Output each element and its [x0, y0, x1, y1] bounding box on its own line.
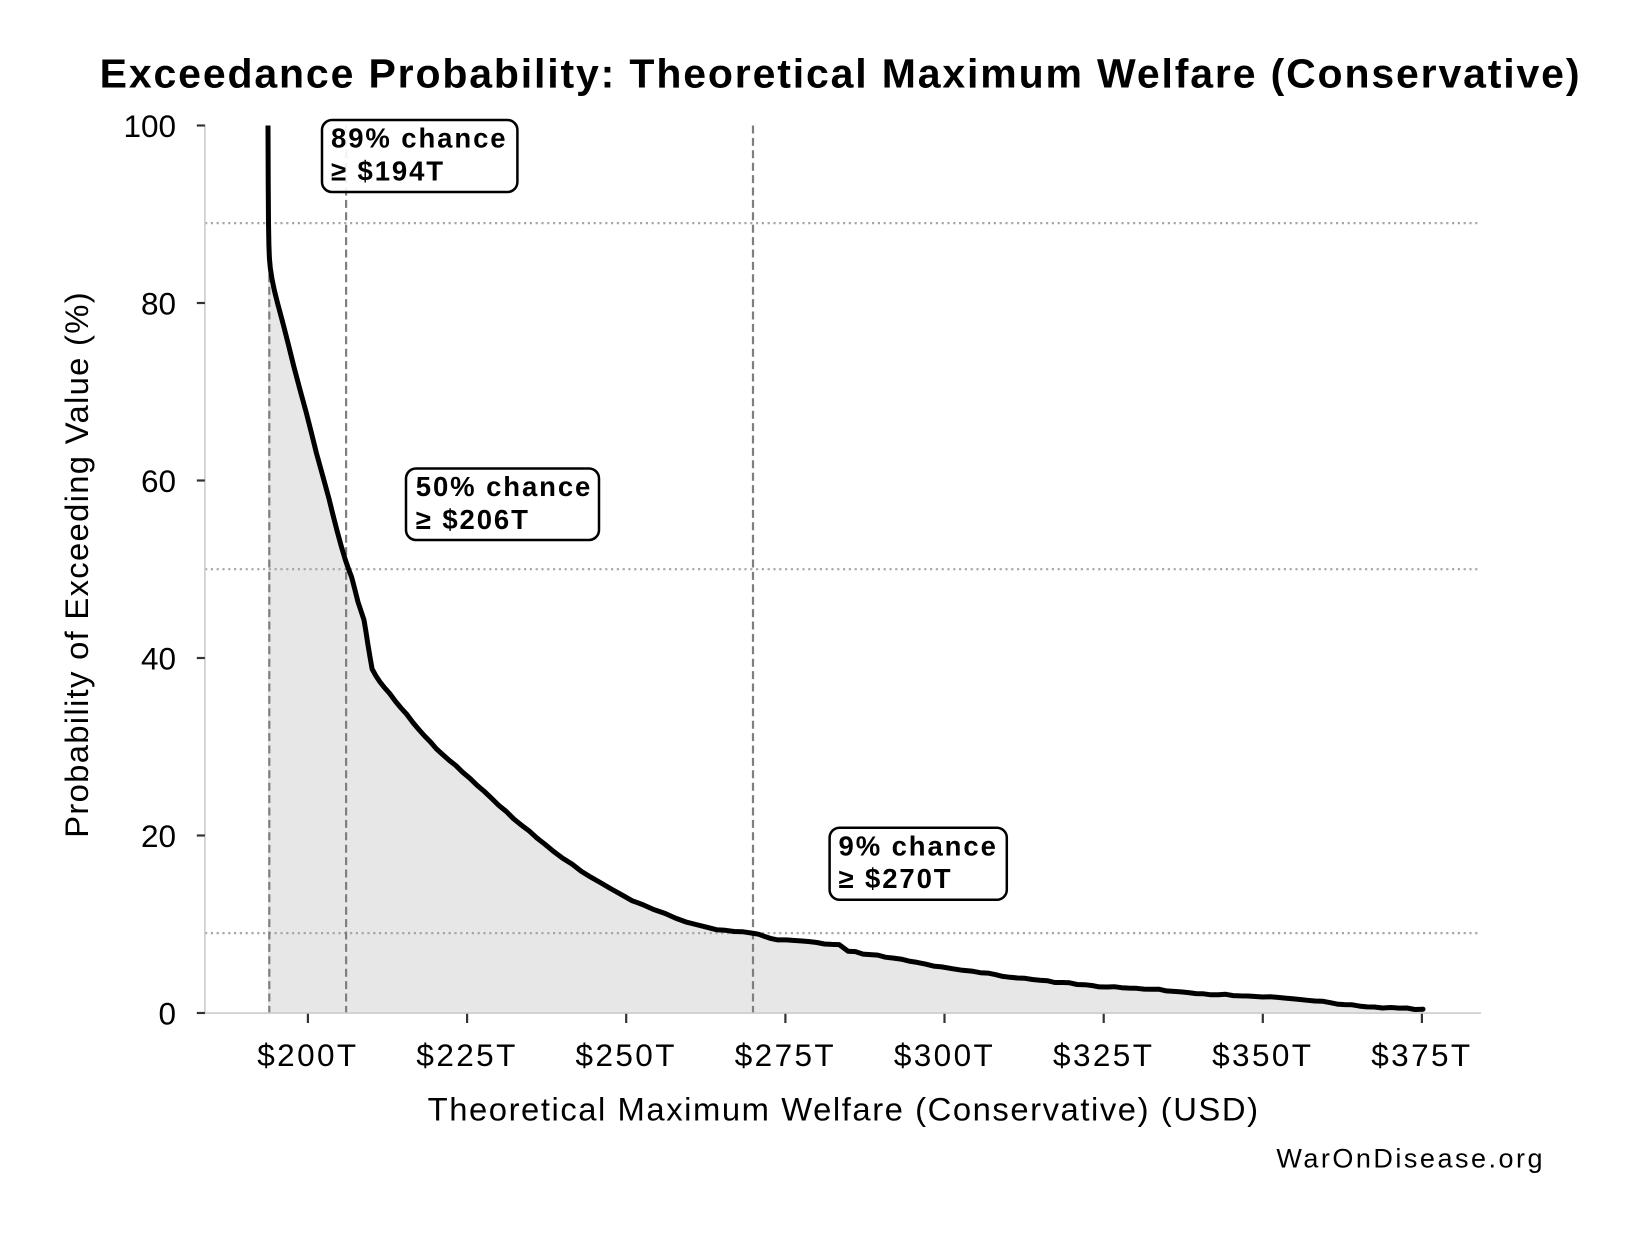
svg-text:$325T: $325T: [1053, 1037, 1154, 1073]
svg-text:9% chance: 9% chance: [839, 830, 998, 861]
svg-text:$250T: $250T: [576, 1037, 677, 1073]
svg-text:40: 40: [141, 640, 176, 676]
svg-text:≥ $194T: ≥ $194T: [331, 155, 445, 186]
svg-text:$225T: $225T: [416, 1037, 517, 1073]
svg-text:20: 20: [141, 818, 176, 854]
svg-text:$375T: $375T: [1371, 1037, 1472, 1073]
svg-text:Theoretical Maximum Welfare (C: Theoretical Maximum Welfare (Conservativ…: [428, 1090, 1260, 1127]
svg-text:≥ $206T: ≥ $206T: [416, 504, 530, 535]
svg-text:WarOnDisease.org: WarOnDisease.org: [1276, 1144, 1545, 1174]
svg-text:100: 100: [123, 108, 176, 144]
svg-text:Probability of Exceeding Value: Probability of Exceeding Value (%): [58, 291, 95, 838]
svg-text:$275T: $275T: [735, 1037, 836, 1073]
svg-text:80: 80: [141, 285, 176, 321]
svg-text:50% chance: 50% chance: [416, 471, 592, 502]
svg-text:89% chance: 89% chance: [331, 123, 507, 154]
svg-text:$300T: $300T: [894, 1037, 995, 1073]
svg-text:60: 60: [141, 463, 176, 499]
svg-text:≥ $270T: ≥ $270T: [839, 863, 953, 894]
svg-text:0: 0: [158, 995, 176, 1031]
svg-text:Exceedance Probability: Theore: Exceedance Probability: Theoretical Maxi…: [100, 51, 1582, 97]
svg-text:$200T: $200T: [257, 1037, 358, 1073]
svg-text:$350T: $350T: [1212, 1037, 1313, 1073]
